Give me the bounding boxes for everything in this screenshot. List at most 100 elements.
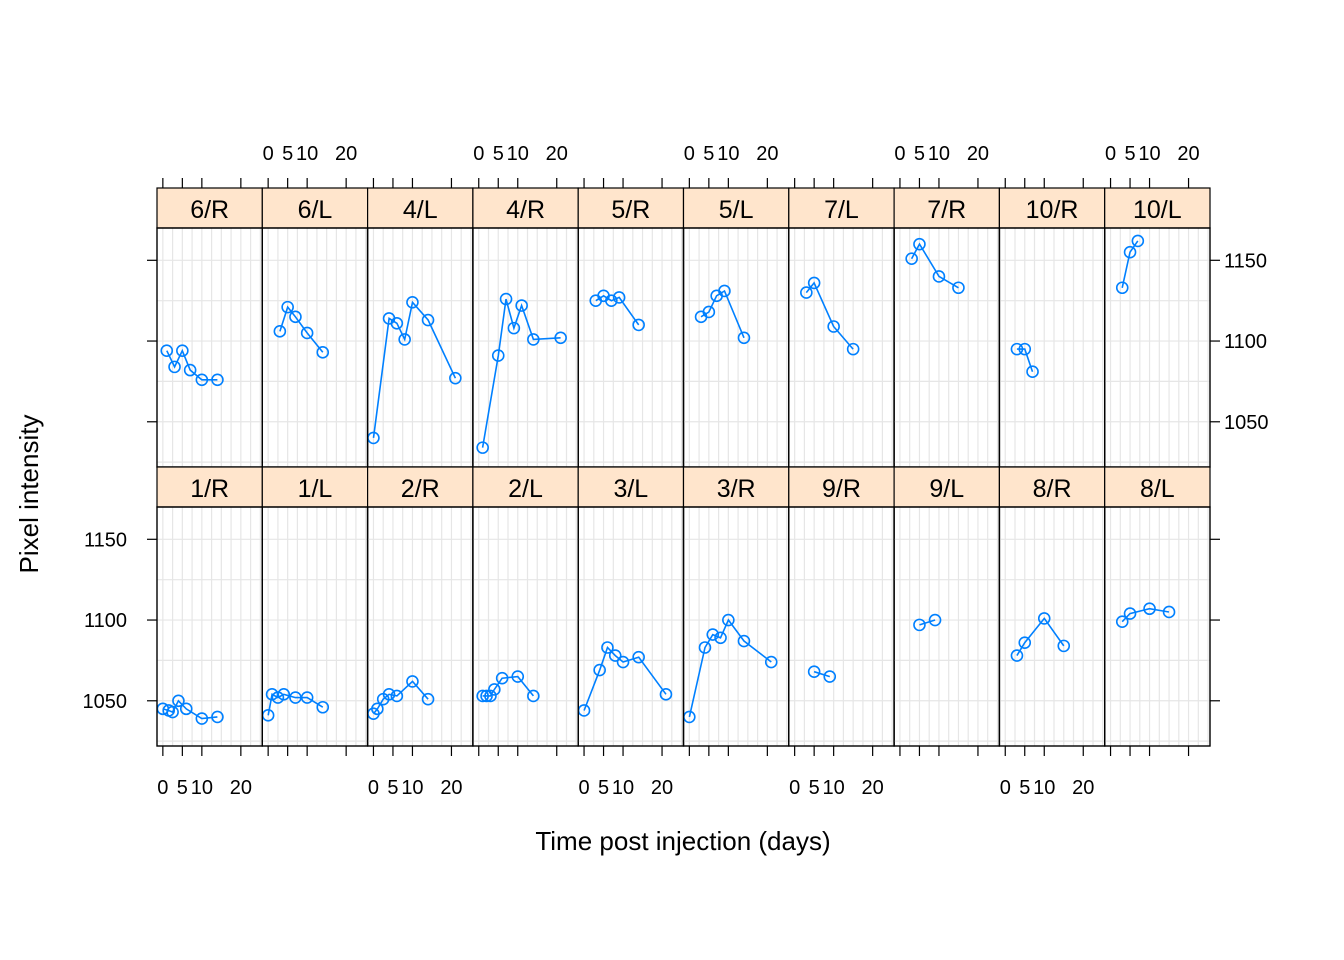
panel-9-L: 9/L — [893, 466, 1001, 747]
x-tick-label: 20 — [335, 143, 357, 165]
panel-border — [1103, 506, 1211, 747]
series-line — [481, 298, 561, 448]
panel-3-L: 3/L — [577, 466, 685, 747]
strip-label: 2/L — [508, 475, 543, 503]
x-tick-label: 20 — [862, 777, 884, 799]
strip-background — [367, 466, 474, 508]
data-point — [484, 689, 497, 703]
y-axis-title: Pixel intensity — [14, 415, 44, 574]
data-point — [211, 710, 224, 724]
data-point — [722, 613, 735, 627]
data-point — [527, 333, 540, 346]
strip-label: 7/R — [927, 196, 966, 224]
strip-background — [577, 187, 685, 229]
data-point — [499, 292, 513, 306]
panel-10-L: 10/L — [1103, 187, 1211, 468]
x-tick-label: 0 — [1105, 143, 1116, 165]
data-point — [1010, 649, 1024, 662]
data-point — [390, 316, 404, 330]
strip-label: 6/L — [298, 196, 333, 224]
x-tick-label: 20 — [1072, 777, 1094, 799]
strip-label: 3/R — [717, 475, 756, 503]
panel-5-R: 5/R — [577, 187, 685, 468]
data-point — [1037, 612, 1051, 625]
strip-label: 9/L — [929, 475, 964, 503]
series-line — [267, 693, 324, 716]
x-tick-label: 10 — [928, 143, 950, 165]
data-point — [495, 671, 509, 685]
data-point — [476, 441, 489, 454]
x-tick-label: 5 — [387, 777, 398, 799]
data-point — [928, 613, 942, 627]
data-point — [183, 363, 197, 377]
strip-background — [893, 187, 1000, 229]
x-tick-label: 0 — [157, 777, 168, 799]
data-point — [616, 655, 630, 669]
data-point — [172, 694, 185, 708]
strip-label: 5/R — [611, 196, 650, 224]
x-tick-label: 10 — [612, 777, 634, 799]
panel-2-R: 2/R — [366, 466, 474, 747]
series-line — [805, 281, 854, 350]
x-tick-label: 20 — [756, 143, 778, 165]
x-tick-label: 10 — [296, 143, 318, 165]
series-line — [1121, 240, 1139, 288]
strip-label: 1/L — [298, 475, 333, 503]
panel-6-L: 6/L — [261, 187, 369, 468]
data-point — [491, 349, 505, 362]
data-point — [527, 689, 540, 703]
x-tick-label: 0 — [1000, 777, 1011, 799]
data-point — [1115, 615, 1129, 628]
panel-7-R: 7/R — [893, 187, 1001, 468]
panel-8-L: 8/L — [1103, 466, 1211, 747]
data-point — [913, 237, 926, 251]
x-tick-label: 0 — [789, 777, 800, 799]
data-point — [168, 360, 181, 374]
series-line — [688, 618, 772, 718]
data-point — [659, 688, 673, 701]
data-point — [718, 284, 731, 298]
data-point — [737, 331, 751, 345]
panel-1-L: 1/L — [261, 466, 369, 747]
data-point — [406, 295, 419, 309]
x-tick-label: 20 — [651, 777, 673, 799]
strip-label: 10/R — [1026, 196, 1079, 224]
series-line — [813, 670, 831, 678]
strip-label: 4/R — [506, 196, 545, 224]
panel-10-R: 10/R — [998, 187, 1106, 468]
panel-2-L: 2/L — [472, 466, 579, 747]
strip-label: 2/R — [401, 475, 440, 503]
data-point — [398, 333, 411, 346]
data-point — [612, 291, 626, 304]
data-point — [714, 631, 727, 645]
data-point — [827, 320, 840, 333]
data-point — [593, 663, 606, 677]
panel-5-L: 5/L — [682, 187, 790, 468]
data-point — [706, 628, 720, 641]
strip-background — [788, 466, 895, 508]
x-tick-label: 20 — [546, 143, 568, 165]
strip-label: 8/R — [1033, 475, 1072, 503]
data-point — [1115, 281, 1129, 295]
x-tick-label: 0 — [263, 143, 274, 165]
strip-background — [788, 187, 895, 229]
x-tick-label: 10 — [823, 777, 845, 799]
strip-label: 3/L — [613, 475, 648, 503]
data-point — [1010, 342, 1024, 356]
data-point — [300, 326, 314, 340]
data-point — [406, 675, 419, 688]
data-point — [316, 700, 330, 714]
x-tick-label: 5 — [1019, 777, 1030, 799]
data-point — [1018, 342, 1032, 356]
data-point — [823, 670, 837, 683]
series-line — [910, 242, 959, 289]
panel-1-R: 1/R — [156, 466, 264, 747]
data-point — [488, 683, 501, 696]
series-line — [482, 675, 535, 697]
strip-background — [261, 466, 369, 508]
strip-label: 9/R — [822, 475, 861, 503]
x-tick-label: 20 — [440, 777, 462, 799]
data-point — [1123, 245, 1137, 259]
y-tick-label: 1100 — [1224, 331, 1267, 353]
data-point — [702, 305, 716, 319]
